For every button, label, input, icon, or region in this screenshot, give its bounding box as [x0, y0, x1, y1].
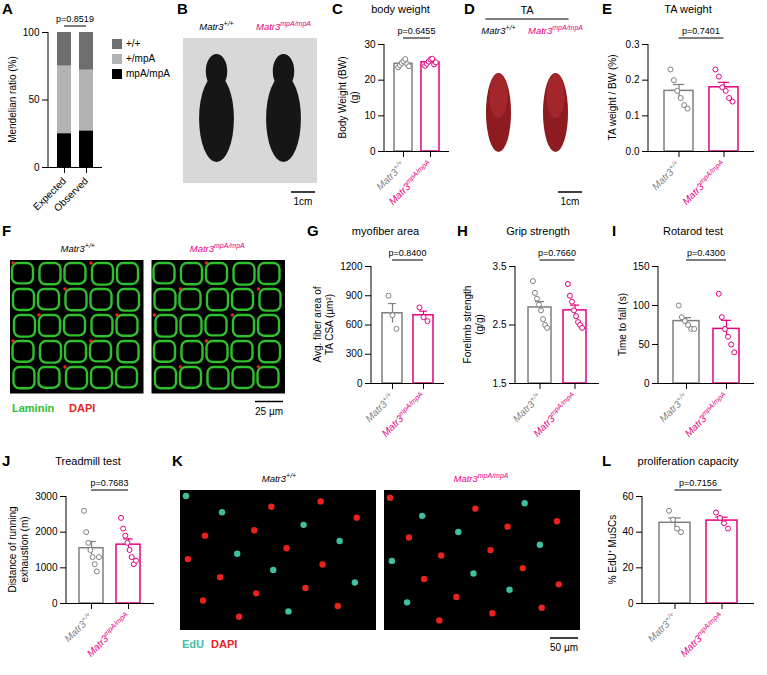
svg-text:Matr3mpA/mpA: Matr3mpA/mpA [682, 390, 731, 439]
svg-text:Matr3+/+: Matr3+/+ [61, 242, 95, 254]
svg-text:0: 0 [628, 598, 634, 609]
svg-text:50: 50 [28, 94, 40, 105]
svg-text:Matr3+/+: Matr3+/+ [481, 24, 515, 36]
svg-text:DAPI: DAPI [211, 638, 237, 650]
svg-text:Mendelian ratio (%): Mendelian ratio (%) [7, 56, 18, 143]
svg-text:3000: 3000 [35, 491, 58, 502]
svg-text:40: 40 [622, 526, 634, 537]
svg-text:10: 10 [364, 110, 376, 121]
svg-text:p=0.7401: p=0.7401 [682, 26, 720, 36]
svg-text:3.5: 3.5 [493, 261, 507, 272]
svg-text:0: 0 [357, 378, 363, 389]
svg-text:p=0.6455: p=0.6455 [398, 26, 436, 36]
svg-text:p=0.8400: p=0.8400 [389, 248, 427, 258]
svg-text:50 µm: 50 µm [550, 642, 578, 653]
svg-text:1cm: 1cm [561, 196, 580, 207]
svg-text:(g/g): (g/g) [474, 314, 485, 335]
svg-text:Matr3mpA/mpA: Matr3mpA/mpA [677, 610, 726, 659]
svg-text:0.3: 0.3 [626, 39, 640, 50]
svg-text:TA weight / BW (%): TA weight / BW (%) [607, 55, 618, 141]
svg-text:25 µm: 25 µm [255, 406, 283, 417]
svg-text:DAPI: DAPI [69, 402, 95, 414]
svg-text:0: 0 [34, 162, 40, 173]
svg-text:(g): (g) [349, 91, 360, 103]
svg-text:EdU: EdU [182, 638, 204, 650]
svg-text:Time to fall (s): Time to fall (s) [617, 293, 628, 356]
svg-text:p=0.7660: p=0.7660 [538, 248, 576, 258]
svg-text:Matr3mpA/mpA: Matr3mpA/mpA [530, 390, 579, 439]
svg-text:Observed: Observed [52, 175, 90, 213]
svg-text:p=0.7156: p=0.7156 [679, 478, 717, 488]
svg-text:exhaustion (m): exhaustion (m) [19, 516, 30, 582]
svg-text:1000: 1000 [35, 562, 58, 573]
svg-text:1200: 1200 [340, 261, 363, 272]
svg-text:Matr3mpA/mpA: Matr3mpA/mpA [379, 390, 428, 439]
svg-text:Matr3+/+: Matr3+/+ [199, 20, 233, 32]
svg-text:Matr3mpA/mpA: Matr3mpA/mpA [679, 158, 728, 207]
svg-text:0: 0 [370, 146, 376, 157]
svg-text:Matr3+/+: Matr3+/+ [645, 611, 679, 645]
svg-text:Matr3mpA/mpA: Matr3mpA/mpA [256, 20, 311, 32]
svg-text:30: 30 [364, 39, 376, 50]
svg-text:150: 150 [633, 261, 650, 272]
svg-text:Body Weight (BW): Body Weight (BW) [337, 56, 348, 138]
svg-text:600: 600 [346, 319, 363, 330]
svg-text:0.1: 0.1 [626, 110, 640, 121]
svg-text:2.5: 2.5 [493, 319, 507, 330]
svg-text:300: 300 [346, 348, 363, 359]
svg-text:Matr3+/+: Matr3+/+ [262, 472, 296, 484]
svg-text:20: 20 [622, 562, 634, 573]
svg-text:% EdU⁺ MuSCs: % EdU⁺ MuSCs [607, 515, 618, 585]
svg-text:2000: 2000 [35, 526, 58, 537]
svg-text:Matr3+/+: Matr3+/+ [61, 611, 95, 645]
svg-text:Avg. fiber area of: Avg. fiber area of [312, 286, 323, 362]
svg-text:50: 50 [638, 339, 650, 350]
svg-text:20: 20 [364, 74, 376, 85]
svg-text:Forelimb strength: Forelimb strength [462, 286, 473, 364]
svg-text:100: 100 [23, 27, 40, 38]
svg-text:0.0: 0.0 [626, 146, 640, 157]
svg-text:60: 60 [622, 491, 634, 502]
svg-text:Matr3mpA/mpA: Matr3mpA/mpA [190, 242, 245, 254]
svg-text:1.5: 1.5 [493, 378, 507, 389]
svg-text:Matr3+/+: Matr3+/+ [510, 391, 544, 425]
svg-text:Matr3mpA/mpA: Matr3mpA/mpA [453, 472, 508, 484]
svg-text:TA: TA [520, 4, 534, 16]
svg-text:Matr3mpA/mpA: Matr3mpA/mpA [528, 24, 583, 36]
svg-text:0: 0 [644, 378, 650, 389]
svg-text:p=0.7683: p=0.7683 [91, 478, 129, 488]
svg-text:Matr3+/+: Matr3+/+ [649, 159, 683, 193]
svg-text:Laminin: Laminin [12, 402, 54, 414]
svg-text:Distance of running: Distance of running [7, 506, 18, 592]
svg-text:p=0.4300: p=0.4300 [687, 248, 725, 258]
svg-text:900: 900 [346, 290, 363, 301]
svg-text:1cm: 1cm [294, 196, 313, 207]
svg-text:100: 100 [633, 300, 650, 311]
svg-text:0: 0 [52, 598, 58, 609]
svg-text:Matr3mpA/mpA: Matr3mpA/mpA [386, 158, 435, 207]
svg-text:0.2: 0.2 [626, 74, 640, 85]
svg-text:p=0.8519: p=0.8519 [56, 14, 94, 24]
svg-text:Matr3+/+: Matr3+/+ [656, 391, 690, 425]
svg-text:Matr3mpA/mpA: Matr3mpA/mpA [84, 610, 133, 659]
svg-text:TA CSA (µm²): TA CSA (µm²) [324, 294, 335, 355]
